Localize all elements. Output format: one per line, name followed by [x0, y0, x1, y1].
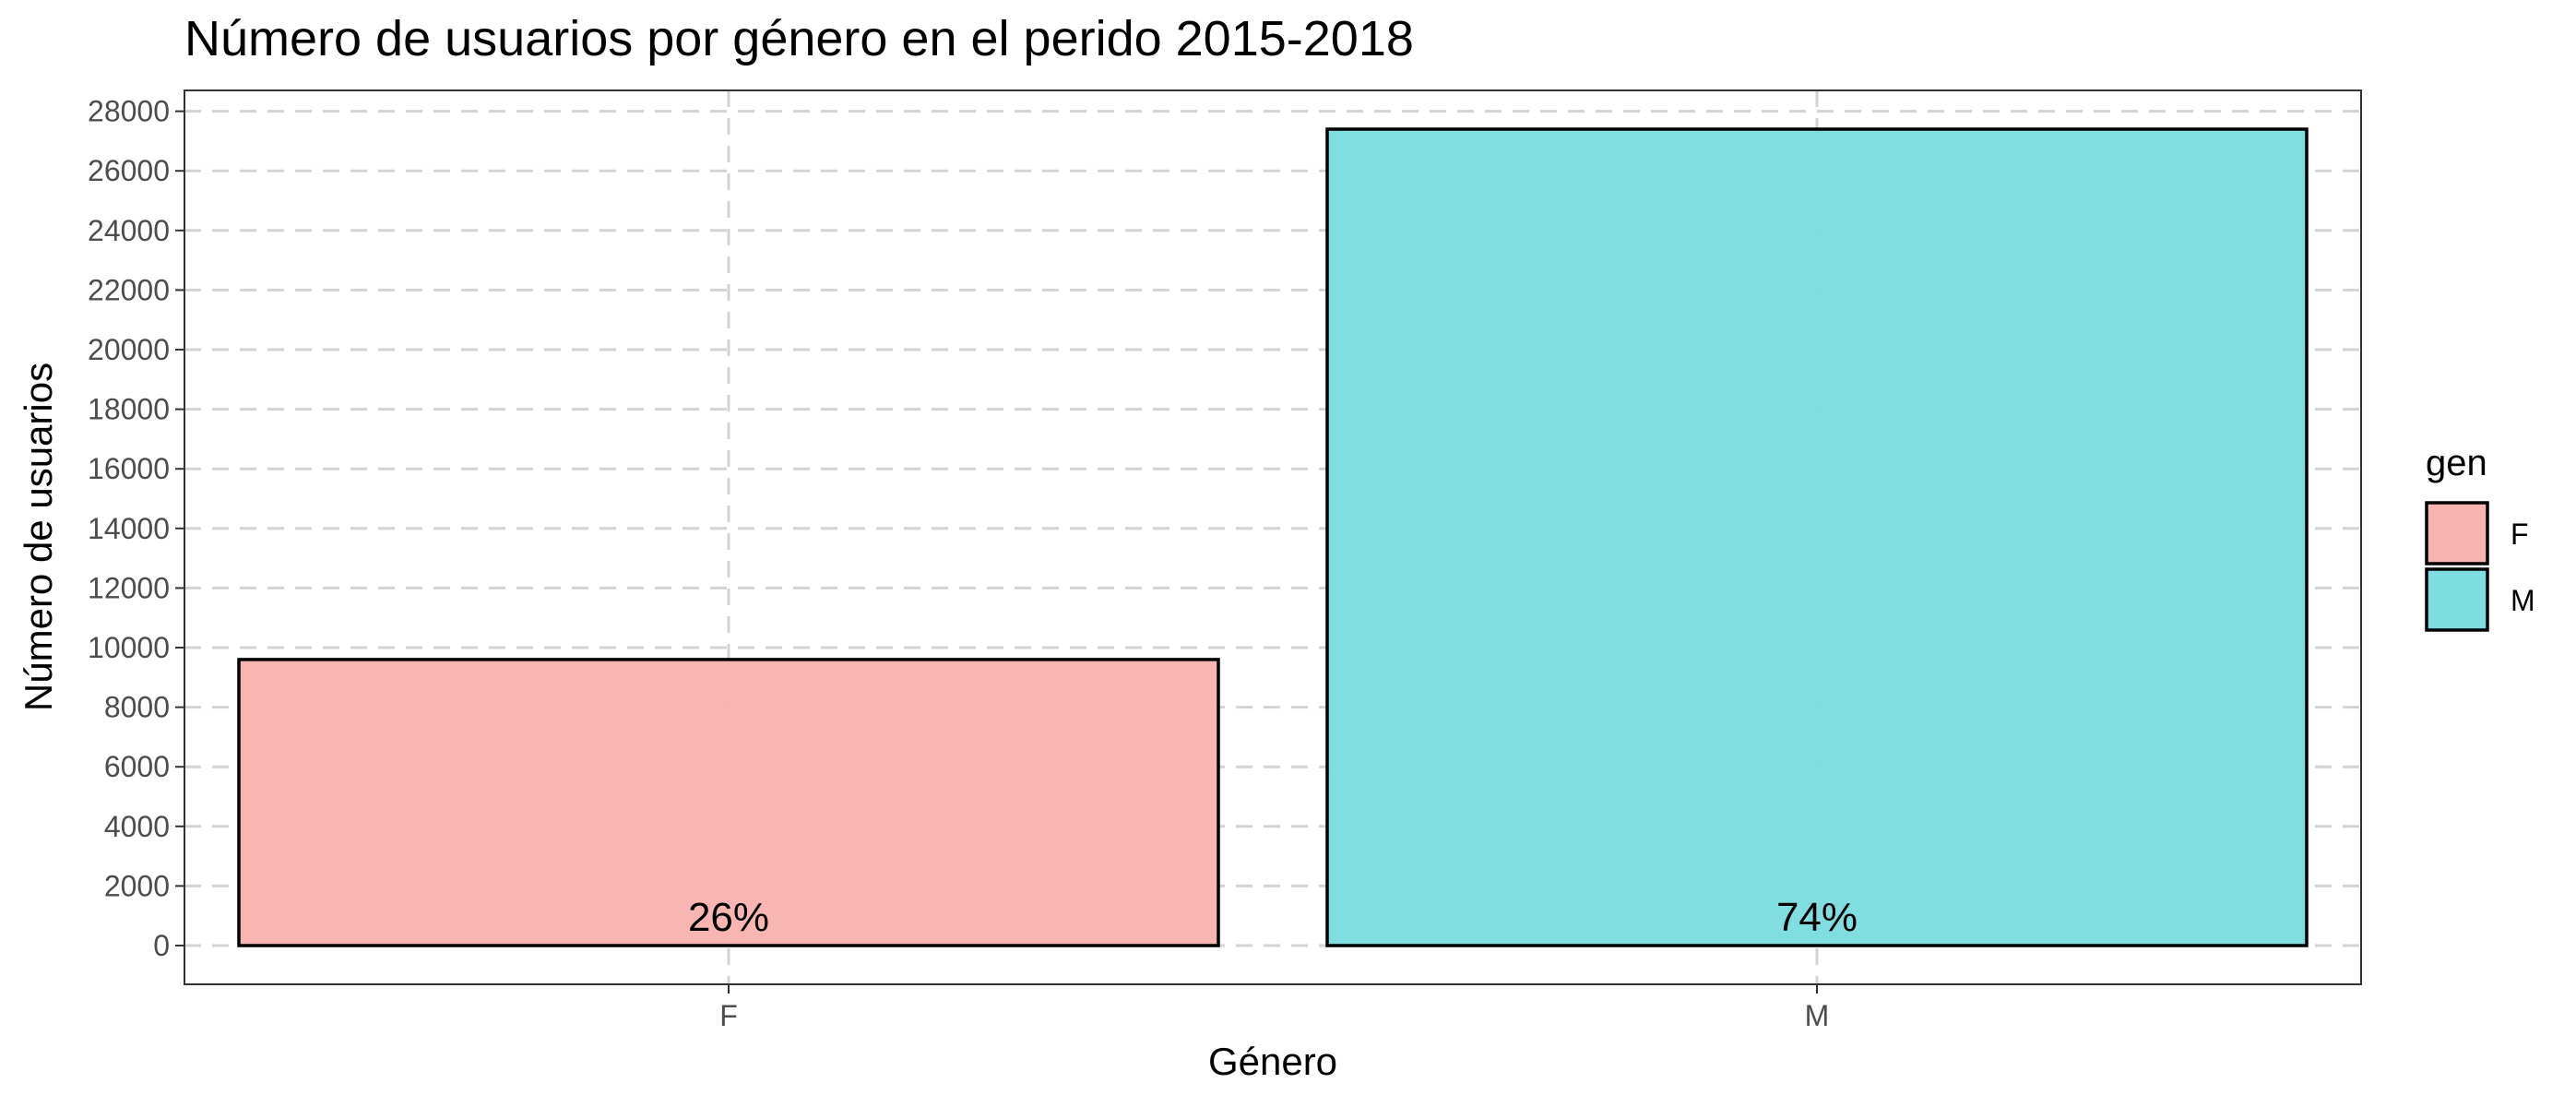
y-tick-label: 0 [153, 929, 170, 962]
y-tick-label: 18000 [88, 393, 170, 426]
panel-border [184, 89, 2362, 985]
bar-M [1325, 127, 2309, 947]
y-axis-title: Número de usuarios [17, 363, 60, 711]
bar-F [237, 658, 1220, 947]
legend-label-F: F [2511, 518, 2529, 551]
y-axis: 0 2000 4000 6000 8000 10000 12000 14000 16000 180… [88, 95, 184, 962]
legend-title: gen [2426, 443, 2487, 483]
data-label-F: 26% [688, 895, 769, 940]
x-axis-title: Género [1208, 1040, 1337, 1083]
y-tick-label: 10000 [88, 631, 170, 664]
legend-label-M: M [2511, 584, 2535, 617]
legend-key-F [2425, 501, 2489, 565]
y-tick-label: 26000 [88, 154, 170, 187]
y-tick-label: 16000 [88, 452, 170, 485]
y-tick-label: 22000 [88, 273, 170, 306]
y-tick-label: 12000 [88, 571, 170, 604]
y-tick-label: 4000 [104, 810, 170, 843]
legend-key-M [2425, 567, 2489, 632]
x-tick-label: M [1805, 999, 1830, 1032]
x-tick-label: F [719, 999, 738, 1032]
y-tick-label: 24000 [88, 214, 170, 247]
legend: gen FM [2425, 443, 2535, 632]
y-tick-label: 20000 [88, 333, 170, 366]
y-tick-label: 14000 [88, 512, 170, 545]
y-tick-label: 2000 [104, 869, 170, 902]
data-label-M: 74% [1776, 895, 1858, 940]
chart-title: Número de usuarios por género en el peri… [184, 11, 1414, 66]
bars [237, 127, 2309, 947]
data-labels: 26% 74% [688, 895, 1858, 940]
y-tick-label: 8000 [104, 691, 170, 724]
y-tick-label: 6000 [104, 750, 170, 783]
y-tick-label: 28000 [88, 95, 170, 128]
